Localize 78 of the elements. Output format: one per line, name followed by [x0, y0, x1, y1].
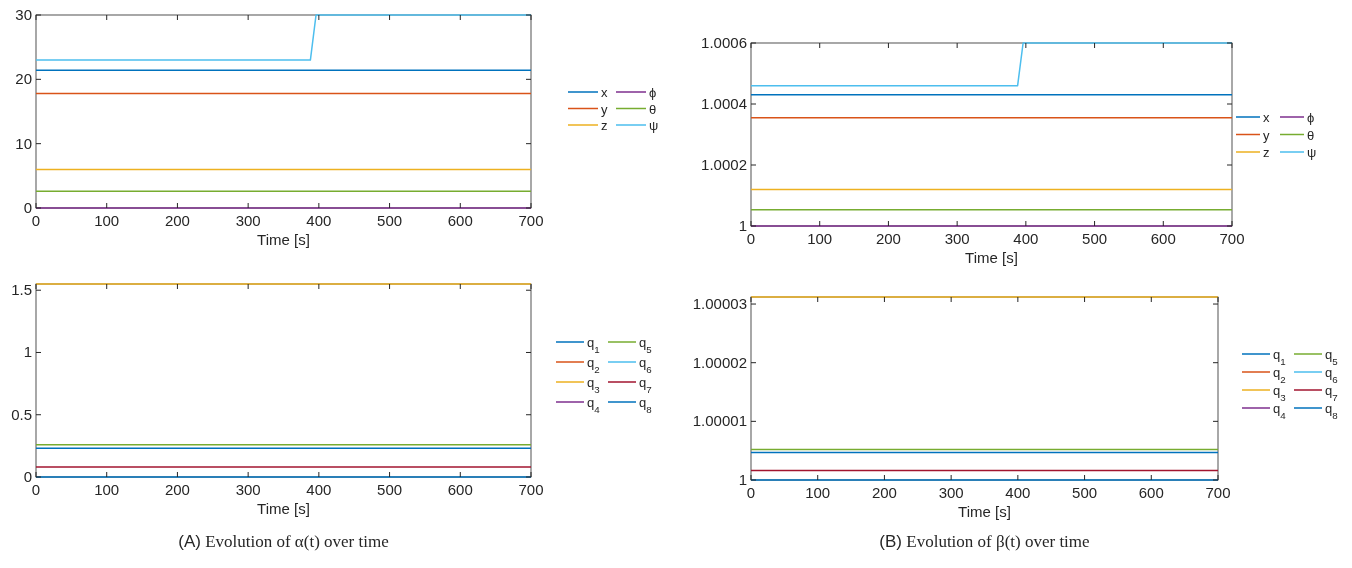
- y-tick-label: 1.00001: [692, 412, 747, 430]
- legend-label: q$_{8}$: [639, 395, 652, 415]
- x-tick-label: 500: [377, 481, 403, 498]
- x-tick-label: 100: [807, 230, 833, 247]
- x-tick-label: 200: [164, 481, 190, 498]
- legend-label: ψ: [649, 118, 659, 133]
- legend-label: q$_{6}$: [639, 355, 652, 375]
- x-tick-label: 100: [805, 484, 831, 501]
- x-tick-label: 400: [1013, 230, 1039, 247]
- x-tick-label: 700: [518, 481, 544, 498]
- x-tick-label: 300: [938, 484, 964, 501]
- y-tick-label: 0.5: [11, 405, 32, 423]
- legend-label: x: [1263, 110, 1270, 125]
- y-tick-label: 20: [15, 70, 32, 88]
- legend-label: q$_{6}$: [1325, 365, 1338, 385]
- x-tick-label: 600: [447, 212, 473, 229]
- x-tick-label: 300: [235, 481, 261, 498]
- legend-label: q$_{5}$: [1325, 347, 1339, 367]
- y-tick-label: 1.0002: [701, 156, 747, 173]
- legend-label: q$_{1}$: [1273, 347, 1286, 367]
- legend-label: q$_{7}$: [1325, 383, 1338, 403]
- legend-label: z: [601, 118, 608, 133]
- x-axis-title: Time [s]: [257, 500, 310, 517]
- text: (B) Evolution of β(t) over time: [879, 532, 1090, 551]
- y-tick-label: 1: [738, 217, 747, 234]
- legend-label: q$_{2}$: [1273, 365, 1286, 385]
- legend-label: q$_{3}$: [587, 375, 600, 395]
- x-axis-title: Time [s]: [257, 231, 310, 248]
- x-axis-title: Time [s]: [965, 249, 1018, 266]
- x-tick-label: 500: [1082, 230, 1108, 247]
- y-tick-label: 1.0004: [701, 95, 747, 112]
- x-tick-label: 200: [164, 212, 190, 229]
- y-tick-label: 0: [23, 468, 32, 485]
- x-tick-label: 500: [377, 212, 403, 229]
- y-tick-label: 1.00002: [692, 353, 747, 371]
- text: (A) Evolution of α(t) over time: [178, 532, 389, 551]
- x-tick-label: 300: [944, 230, 970, 247]
- x-tick-label: 100: [94, 212, 120, 229]
- x-tick-label: 400: [306, 481, 332, 498]
- legend-label: q$_{1}$: [587, 335, 600, 355]
- legend-label: q$_{8}$: [1325, 401, 1338, 421]
- x-tick-label: 600: [1150, 230, 1176, 247]
- x-tick-label: 700: [518, 212, 544, 229]
- legend-label: q$_{2}$: [587, 355, 600, 375]
- x-tick-label: 500: [1072, 484, 1098, 501]
- legend-label: q$_{3}$: [1273, 383, 1286, 403]
- x-tick-label: 600: [1138, 484, 1164, 501]
- x-tick-label: 200: [871, 484, 897, 501]
- legend-label: q$_{7}$: [639, 375, 652, 395]
- x-tick-label: 200: [875, 230, 901, 247]
- x-tick-label: 700: [1205, 484, 1231, 501]
- legend-label: ϕ: [649, 85, 657, 100]
- x-tick-label: 400: [1005, 484, 1031, 501]
- y-tick-label: 1.0006: [701, 34, 747, 51]
- legend-label: q$_{5}$: [639, 335, 653, 355]
- y-tick-label: 30: [15, 6, 32, 23]
- legend-label: θ: [1307, 127, 1315, 143]
- x-tick-label: 600: [447, 481, 473, 498]
- x-tick-label: 100: [94, 481, 120, 498]
- legend-label: θ: [649, 101, 657, 117]
- legend-label: x: [601, 85, 608, 100]
- legend-label: q$_{4}$: [587, 395, 601, 415]
- x-tick-label: 700: [1219, 230, 1245, 247]
- legend-label: ϕ: [1307, 110, 1315, 125]
- x-axis-title: Time [s]: [958, 503, 1011, 520]
- y-tick-label: 1: [23, 343, 32, 361]
- legend-label: y: [1263, 127, 1270, 143]
- y-tick-label: 1.5: [11, 281, 32, 299]
- y-tick-label: 10: [15, 134, 32, 152]
- legend-label: y: [601, 101, 608, 117]
- legend-label: z: [1263, 145, 1270, 160]
- legend-label: ψ: [1307, 145, 1317, 160]
- y-tick-label: 1: [738, 471, 747, 488]
- y-tick-label: 1.00003: [692, 295, 747, 313]
- y-tick-label: 0: [23, 199, 32, 216]
- x-tick-label: 300: [235, 212, 261, 229]
- legend-label: q$_{4}$: [1273, 401, 1287, 421]
- x-tick-label: 400: [306, 212, 332, 229]
